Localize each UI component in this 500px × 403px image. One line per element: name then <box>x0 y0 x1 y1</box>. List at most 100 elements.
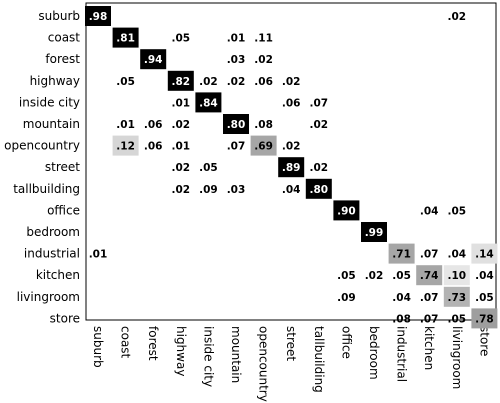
cell-value: .04 <box>282 184 301 196</box>
row-label-forest: forest <box>45 52 80 66</box>
cell-3-4: .02 <box>199 76 218 88</box>
cell-value: .98 <box>89 11 108 23</box>
cell-7-4: .05 <box>199 162 218 174</box>
cell-value: .80 <box>309 184 328 196</box>
cell-0-13: .02 <box>447 11 466 23</box>
row-labels: suburb coast forest highway inside city mount… <box>4 9 80 325</box>
cell-2-2: .94 <box>140 49 167 70</box>
cell-value: .94 <box>144 54 163 66</box>
cell-value: .04 <box>392 292 411 304</box>
cell-shade <box>223 114 249 134</box>
cell-value: .12 <box>116 141 135 153</box>
cell-3-1: .05 <box>116 76 135 88</box>
row-label-mountain: mountain <box>23 117 80 131</box>
row-label-suburb: suburb <box>38 9 80 23</box>
cell-value: .09 <box>337 292 356 304</box>
cell-value: .06 <box>144 141 163 153</box>
cell-12-10: .02 <box>365 270 384 282</box>
cell-value: .09 <box>199 184 218 196</box>
cell-0-0: .98 <box>85 6 111 26</box>
cell-shade <box>85 6 111 26</box>
column-label-suburb: suburb <box>91 326 105 368</box>
cell-value: .73 <box>447 292 466 304</box>
cell-shade <box>333 200 360 221</box>
column-label-tallbuilding: tallbuilding <box>312 326 326 393</box>
cell-6-2: .06 <box>144 141 163 153</box>
cell-value: .02 <box>447 11 466 23</box>
cell-1-3: .05 <box>171 33 190 45</box>
cell-shade <box>140 49 167 70</box>
cell-value: .07 <box>227 141 246 153</box>
cell-13-11: .04 <box>392 292 411 304</box>
cell-13-13: .73 <box>443 286 470 307</box>
cell-shade <box>112 135 139 156</box>
cell-14-14: .78 <box>471 308 498 329</box>
cell-13-9: .09 <box>337 292 356 304</box>
cell-value: .05 <box>337 270 356 282</box>
cell-4-4: .84 <box>195 92 222 113</box>
cell-7-7: .89 <box>278 157 305 178</box>
column-label-street: street <box>284 326 298 361</box>
cell-value: .06 <box>282 97 301 109</box>
cell-3-6: .06 <box>254 76 273 88</box>
cell-2-5: .03 <box>227 54 246 66</box>
cell-value: .90 <box>337 205 356 217</box>
cell-11-0: .01 <box>89 249 108 261</box>
cell-value: .82 <box>171 76 190 88</box>
cell-value: .05 <box>171 33 190 45</box>
cell-value: .80 <box>227 119 246 131</box>
cell-shade <box>250 135 277 156</box>
cell-8-4: .09 <box>199 184 218 196</box>
cell-8-7: .04 <box>282 184 301 196</box>
column-label-mountain: mountain <box>229 326 243 383</box>
cell-value: .81 <box>116 33 135 45</box>
cell-value: .04 <box>447 249 466 261</box>
cell-value: .99 <box>365 227 384 239</box>
cell-value: .05 <box>447 205 466 217</box>
plot-frame <box>85 2 497 321</box>
cell-5-2: .06 <box>144 119 163 131</box>
cell-shade <box>443 286 470 307</box>
column-label-store: store <box>477 326 491 356</box>
column-label-bedroom: bedroom <box>367 326 381 380</box>
cell-value: .01 <box>116 119 135 131</box>
cell-11-13: .04 <box>447 249 466 261</box>
cell-1-1: .81 <box>112 27 139 48</box>
cell-14-12: .07 <box>420 313 439 325</box>
cell-6-1: .12 <box>112 135 139 156</box>
cell-11-14: .14 <box>471 243 498 264</box>
cell-value: .01 <box>171 141 190 153</box>
column-labels: suburb coast forest highway inside city mount… <box>91 326 491 402</box>
column-label-office: office <box>339 326 353 359</box>
cell-4-7: .06 <box>282 97 301 109</box>
cell-shade <box>305 178 332 199</box>
cell-shade <box>471 308 498 329</box>
cell-value: .02 <box>227 76 246 88</box>
column-label-kitchen: kitchen <box>422 326 436 370</box>
cell-8-5: .03 <box>227 184 246 196</box>
row-label-inside-city: inside city <box>19 95 80 109</box>
row-label-office: office <box>47 203 80 217</box>
cell-11-11: .71 <box>388 243 415 264</box>
cell-14-11: .08 <box>392 313 411 325</box>
cell-1-6: .11 <box>254 33 273 45</box>
cell-8-8: .80 <box>305 178 332 199</box>
row-label-opencountry: opencountry <box>4 139 80 153</box>
matrix-cells: .98 .02 .81 .05 .01 .11 .94 .03 .02 .05 .82 .02 .02.… <box>85 6 498 329</box>
cell-4-3: .01 <box>171 97 190 109</box>
cell-12-9: .05 <box>337 270 356 282</box>
column-label-industrial: industrial <box>395 326 409 382</box>
cell-shade <box>112 27 139 48</box>
cell-value: .06 <box>254 76 273 88</box>
cell-9-13: .05 <box>447 205 466 217</box>
column-label-livingroom: livingroom <box>450 326 464 389</box>
cell-value: .02 <box>254 54 273 66</box>
cell-value: .05 <box>392 270 411 282</box>
row-label-kitchen: kitchen <box>36 268 80 282</box>
cell-14-13: .05 <box>447 313 466 325</box>
cell-value: .07 <box>420 249 439 261</box>
cell-3-3: .82 <box>167 70 194 91</box>
column-label-inside-city: inside city <box>201 326 215 387</box>
cell-shade <box>195 92 222 113</box>
